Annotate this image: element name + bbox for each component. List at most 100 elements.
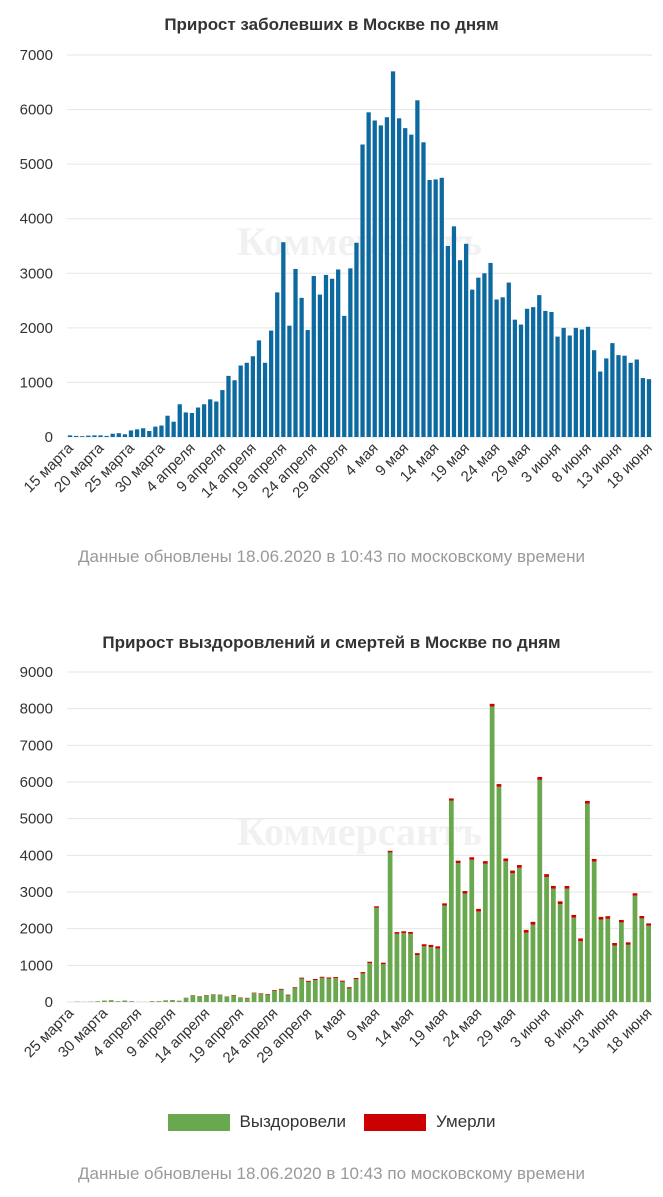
recoveries-bar-recovered[interactable] <box>598 919 604 1003</box>
recoveries-bar-deaths[interactable] <box>448 798 454 801</box>
recoveries-bar-deaths[interactable] <box>367 961 373 964</box>
recoveries-bar-recovered[interactable] <box>442 905 447 1002</box>
cases-bar[interactable] <box>439 177 444 438</box>
recoveries-bar-deaths[interactable] <box>598 916 604 920</box>
recoveries-bar-recovered[interactable] <box>612 945 617 1002</box>
recoveries-bar-recovered[interactable] <box>190 995 196 1002</box>
cases-bar[interactable] <box>567 335 572 438</box>
recoveries-bar-deaths[interactable] <box>503 858 509 862</box>
recoveries-bar-recovered[interactable] <box>469 859 475 1002</box>
recoveries-bar-recovered[interactable] <box>312 980 318 1002</box>
recoveries-bar-recovered[interactable] <box>217 995 223 1002</box>
cases-bar[interactable] <box>195 407 201 437</box>
cases-bar[interactable] <box>208 399 213 437</box>
recoveries-bar-deaths[interactable] <box>251 992 257 994</box>
cases-bar[interactable] <box>482 273 487 437</box>
recoveries-bar-recovered[interactable] <box>387 852 393 1002</box>
cases-bar[interactable] <box>348 268 353 437</box>
recoveries-bar-recovered[interactable] <box>176 1000 182 1002</box>
cases-bar[interactable] <box>189 412 195 437</box>
recoveries-bar-deaths[interactable] <box>537 776 543 780</box>
cases-bar[interactable] <box>134 429 140 437</box>
cases-bar[interactable] <box>433 179 438 438</box>
recoveries-bar-deaths[interactable] <box>435 946 441 949</box>
recoveries-bar-deaths[interactable] <box>353 977 359 980</box>
cases-bar[interactable] <box>573 327 578 437</box>
recoveries-bar-deaths[interactable] <box>333 977 339 979</box>
recoveries-bar-recovered[interactable] <box>244 998 250 1002</box>
recoveries-bar-recovered[interactable] <box>503 861 509 1002</box>
recoveries-bar-recovered[interactable] <box>523 932 529 1002</box>
cases-bar[interactable] <box>232 380 237 437</box>
recoveries-bar-recovered[interactable] <box>455 863 461 1002</box>
cases-bar[interactable] <box>561 327 566 437</box>
cases-bar[interactable] <box>518 324 524 437</box>
cases-bar[interactable] <box>591 350 597 437</box>
recoveries-bar-recovered[interactable] <box>401 933 407 1002</box>
recoveries-bar-recovered[interactable] <box>557 904 563 1002</box>
cases-bar[interactable] <box>80 436 85 437</box>
cases-bar[interactable] <box>585 326 591 437</box>
recoveries-bar-recovered[interactable] <box>156 1001 162 1002</box>
cases-bar[interactable] <box>159 425 164 437</box>
cases-bar[interactable] <box>360 144 365 438</box>
cases-bar[interactable] <box>378 125 383 438</box>
recoveries-bar-deaths[interactable] <box>360 972 366 974</box>
recoveries-bar-recovered[interactable] <box>238 997 243 1002</box>
recoveries-bar-deaths[interactable] <box>632 893 638 896</box>
recoveries-bar-recovered[interactable] <box>149 1001 155 1002</box>
recoveries-bar-recovered[interactable] <box>564 888 570 1002</box>
recoveries-bar-deaths[interactable] <box>374 906 379 908</box>
cases-bar[interactable] <box>555 336 560 437</box>
recoveries-bar-deaths[interactable] <box>408 931 413 934</box>
recoveries-bar-deaths[interactable] <box>557 901 563 905</box>
recoveries-bar-deaths[interactable] <box>625 942 631 945</box>
recoveries-bar-deaths[interactable] <box>428 944 434 947</box>
cases-bar[interactable] <box>390 71 396 438</box>
recoveries-bar-deaths[interactable] <box>578 938 583 942</box>
recoveries-bar-recovered[interactable] <box>639 918 645 1002</box>
recoveries-bar-recovered[interactable] <box>530 924 536 1002</box>
cases-bar[interactable] <box>104 435 109 437</box>
recoveries-bar-deaths[interactable] <box>455 860 461 864</box>
cases-bar[interactable] <box>183 412 188 437</box>
recoveries-bar-recovered[interactable] <box>95 1001 100 1002</box>
cases-bar[interactable] <box>214 401 219 437</box>
recoveries-bar-recovered[interactable] <box>476 911 481 1002</box>
recoveries-bar-deaths[interactable] <box>285 994 291 996</box>
recoveries-bar-recovered[interactable] <box>585 803 590 1002</box>
recoveries-bar-recovered[interactable] <box>550 888 556 1002</box>
recoveries-bar-recovered[interactable] <box>510 873 515 1002</box>
recoveries-bar-recovered[interactable] <box>489 706 495 1002</box>
recoveries-bar-recovered[interactable] <box>496 786 502 1002</box>
recoveries-bar-recovered[interactable] <box>462 893 468 1002</box>
recoveries-bar-recovered[interactable] <box>448 800 454 1002</box>
recoveries-bar-recovered[interactable] <box>265 994 271 1002</box>
recoveries-bar-recovered[interactable] <box>115 1001 121 1002</box>
cases-bar[interactable] <box>287 325 292 437</box>
recoveries-bar-deaths[interactable] <box>258 993 264 994</box>
recoveries-bar-recovered[interactable] <box>421 946 427 1002</box>
recoveries-bar-recovered[interactable] <box>102 1000 107 1002</box>
recoveries-bar-recovered[interactable] <box>571 917 577 1002</box>
recoveries-bar-recovered[interactable] <box>108 1000 114 1002</box>
cases-bar[interactable] <box>622 355 627 437</box>
recoveries-bar-deaths[interactable] <box>278 988 284 990</box>
cases-bar[interactable] <box>323 274 329 437</box>
recoveries-bar-deaths[interactable] <box>292 987 298 989</box>
recoveries-bar-recovered[interactable] <box>380 964 386 1002</box>
recoveries-bar-recovered[interactable] <box>346 988 352 1002</box>
recoveries-bar-recovered[interactable] <box>306 981 311 1002</box>
recoveries-bar-recovered[interactable] <box>333 978 339 1002</box>
cases-bar[interactable] <box>354 242 359 437</box>
recoveries-bar-recovered[interactable] <box>299 978 305 1002</box>
recoveries-bar-deaths[interactable] <box>605 916 611 919</box>
cases-bar[interactable] <box>640 378 645 437</box>
cases-bar[interactable] <box>537 295 542 437</box>
cases-bar[interactable] <box>403 128 408 437</box>
recoveries-bar-deaths[interactable] <box>544 874 549 877</box>
cases-bar[interactable] <box>494 299 499 437</box>
recoveries-bar-deaths[interactable] <box>510 870 515 874</box>
cases-bar[interactable] <box>336 269 341 437</box>
cases-bar[interactable] <box>476 277 481 437</box>
